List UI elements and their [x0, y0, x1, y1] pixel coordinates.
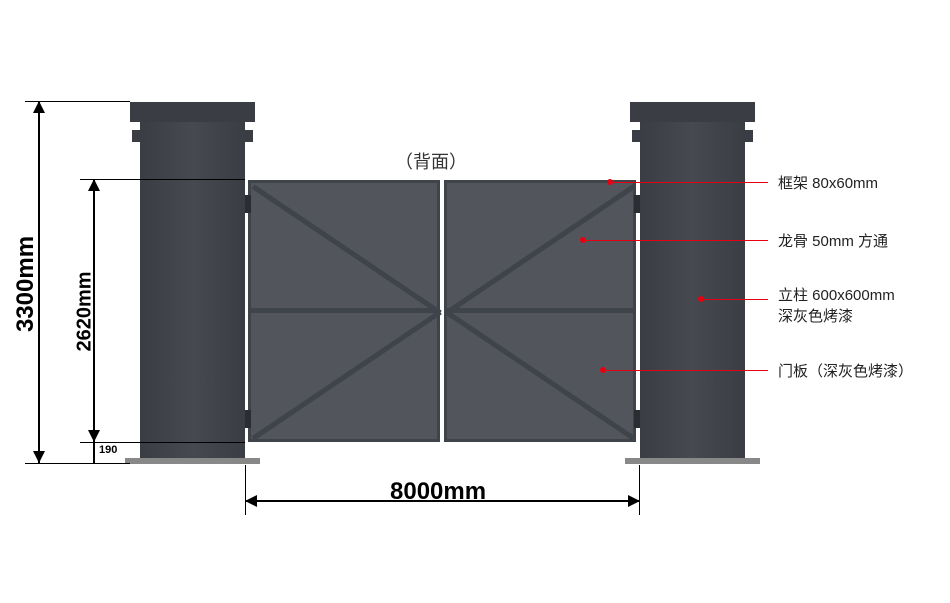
hinge	[245, 195, 251, 213]
ext-line	[80, 179, 245, 180]
leader-line	[704, 299, 768, 300]
right-mid-rail	[447, 308, 633, 313]
arrow-icon	[88, 430, 100, 442]
right-column-cap-top	[630, 102, 755, 122]
hinge	[634, 195, 640, 213]
arrow-icon	[245, 495, 257, 507]
left-column-body	[140, 122, 245, 460]
ext-line	[245, 465, 246, 515]
right-column-body	[640, 122, 745, 460]
arrow-icon	[33, 101, 45, 113]
callout-frame: 框架 80x60mm	[778, 173, 878, 194]
leader-line	[613, 182, 768, 183]
callout-column-2: 深灰色烤漆	[778, 306, 853, 327]
left-column-cap-top	[130, 102, 255, 122]
callout-column-1: 立柱 600x600mm	[778, 285, 895, 306]
view-title: （背面）	[395, 148, 467, 174]
arrow-icon	[628, 495, 640, 507]
drawing-area: （背面） 3300mm 2620mm 190 8000mm 框架 80x60mm…	[0, 0, 950, 603]
left-column-base	[125, 458, 260, 464]
hinge	[634, 410, 640, 428]
ext-line	[80, 442, 245, 443]
dim-190-line	[93, 442, 95, 463]
ext-line	[639, 465, 640, 515]
ext-line	[25, 463, 130, 464]
dim-3300-text: 3300mm	[12, 236, 40, 332]
leader-line	[606, 370, 768, 371]
arrow-icon	[88, 179, 100, 191]
callout-panel: 门板（深灰色烤漆）	[778, 361, 913, 382]
dim-2620-text: 2620mm	[74, 271, 97, 351]
arrow-icon	[33, 451, 45, 463]
right-column-base	[625, 458, 760, 464]
callout-keel: 龙骨 50mm 方通	[778, 231, 888, 252]
leader-line	[586, 240, 768, 241]
hinge	[245, 410, 251, 428]
dim-8000-text: 8000mm	[390, 478, 486, 506]
dim-190-text: 190	[99, 444, 117, 456]
left-mid-rail	[251, 308, 437, 313]
